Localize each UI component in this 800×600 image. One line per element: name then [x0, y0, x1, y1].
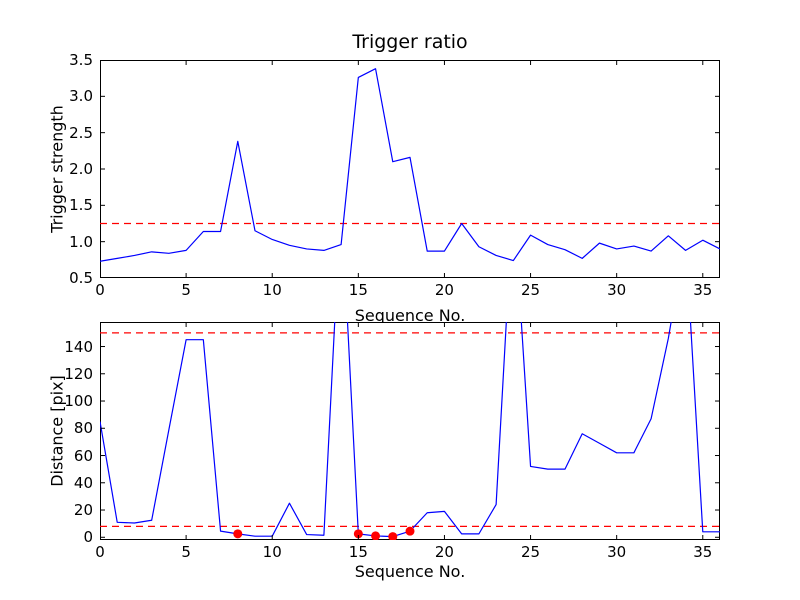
x-tick-label: 35 — [693, 543, 713, 561]
x-tick-label: 25 — [521, 543, 541, 561]
y-tick-label: 40 — [73, 473, 93, 492]
y-tick-label: 3.5 — [69, 51, 93, 69]
trigger-strength-plot-area — [100, 60, 720, 278]
trigger-ratio-chart: Trigger ratio Trigger strength Sequence … — [48, 31, 720, 325]
y-tick-label: 1.0 — [69, 232, 93, 251]
y-tick-label: 60 — [73, 446, 93, 465]
y-tick-label: 80 — [73, 419, 93, 438]
y-tick-label: 2.5 — [69, 123, 93, 142]
x-tick-label: 35 — [693, 281, 713, 299]
axes-frame — [100, 322, 720, 540]
trigger-point-marker — [388, 532, 398, 540]
y-tick-label: 120 — [64, 364, 93, 383]
x-tick-label: 0 — [95, 281, 105, 299]
x-tick-label: 30 — [607, 543, 627, 561]
y-tick-label: 3.0 — [69, 87, 93, 106]
trigger-point-marker — [233, 529, 243, 539]
trigger-point-marker — [405, 526, 415, 536]
x-tick-label: 10 — [262, 543, 282, 561]
y-tick-label: 0.5 — [69, 269, 93, 287]
trigger-point-marker — [371, 531, 381, 540]
y-tick-label: 2.0 — [69, 160, 93, 178]
x-tick-label: 10 — [262, 281, 282, 299]
axes-frame — [100, 60, 720, 278]
distance-chart: Distance [pix] Sequence No. 0 5 10 15 20 25 30… — [0, 322, 800, 600]
x-tick-label: 0 — [95, 543, 105, 561]
x-tick-label: 20 — [434, 543, 454, 561]
x-tick-label: 25 — [521, 281, 541, 299]
x-axis-label-top: Sequence No. — [354, 306, 466, 325]
y-tick-label: 1.5 — [69, 196, 93, 215]
x-tick-label: 5 — [181, 281, 191, 299]
y-tick-label: 0 — [83, 528, 93, 547]
y-tick-label: 140 — [64, 337, 93, 356]
distance-plot-area — [100, 322, 720, 540]
x-axis-label-bottom: Sequence No. — [354, 562, 466, 581]
x-tick-label: 15 — [348, 543, 368, 561]
x-tick-label: 20 — [434, 281, 454, 299]
y-tick-label: 20 — [73, 501, 93, 520]
x-tick-label: 15 — [348, 281, 368, 299]
chart-title: Trigger ratio — [352, 31, 468, 53]
trigger-point-marker — [353, 529, 363, 539]
y-tick-label: 100 — [64, 392, 93, 411]
x-tick-label: 5 — [181, 543, 191, 561]
trigger-strength-line — [100, 68, 720, 262]
x-tick-label: 30 — [607, 281, 627, 299]
